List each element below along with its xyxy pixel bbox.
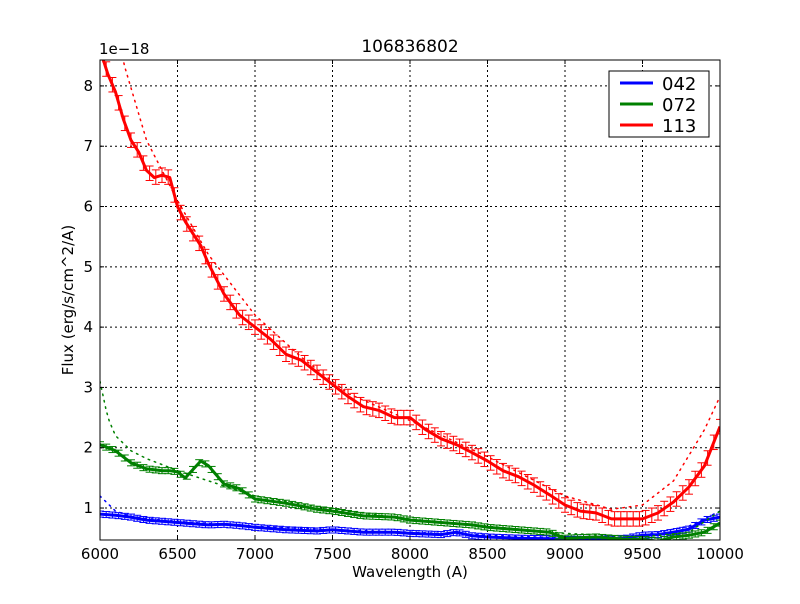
data-line-072 <box>100 443 720 540</box>
chart-title: 106836802 <box>361 37 458 57</box>
series-layer <box>100 60 720 540</box>
y-tick-label: 4 <box>83 318 93 336</box>
y-tick-label: 7 <box>83 137 93 155</box>
legend-item-072: 072 <box>620 95 696 116</box>
series-113 <box>101 60 720 527</box>
x-tick-label: 9500 <box>623 545 661 563</box>
x-tick-label: 8500 <box>468 545 506 563</box>
x-tick-label: 8000 <box>391 545 429 563</box>
y-axis-label: Flux (erg/s/cm^2/A) <box>59 225 77 376</box>
y-tick-label: 2 <box>83 439 93 457</box>
y-tick-label: 8 <box>83 77 93 95</box>
y-tick-label: 1 <box>83 499 93 517</box>
legend-label: 113 <box>662 116 696 137</box>
y-tick-label: 6 <box>83 198 93 216</box>
x-tick-label: 9000 <box>546 545 584 563</box>
x-tick-label: 7500 <box>313 545 351 563</box>
legend-item-042: 042 <box>620 74 696 95</box>
legend-item-113: 113 <box>620 116 696 137</box>
y-offset-label: 1e−18 <box>99 40 149 58</box>
grid-lines <box>100 60 720 540</box>
data-line-042 <box>100 512 720 540</box>
y-tick-label: 3 <box>83 378 93 396</box>
data-line-113 <box>101 60 720 521</box>
x-tick-label: 6500 <box>158 545 196 563</box>
legend-label: 072 <box>662 95 696 116</box>
axis-ticks: 6000 6500 7000 7500 8000 8500 9000 9500 10000 1 2 3… <box>81 60 744 563</box>
model-curve-072 <box>100 380 720 538</box>
legend-label: 042 <box>662 74 696 95</box>
series-042 <box>100 495 720 540</box>
x-tick-label: 10000 <box>696 545 744 563</box>
x-tick-label: 6000 <box>81 545 119 563</box>
x-tick-label: 7000 <box>236 545 274 563</box>
y-tick-label: 5 <box>83 258 93 276</box>
series-072 <box>100 380 720 540</box>
x-axis-label: Wavelength (A) <box>352 563 468 581</box>
